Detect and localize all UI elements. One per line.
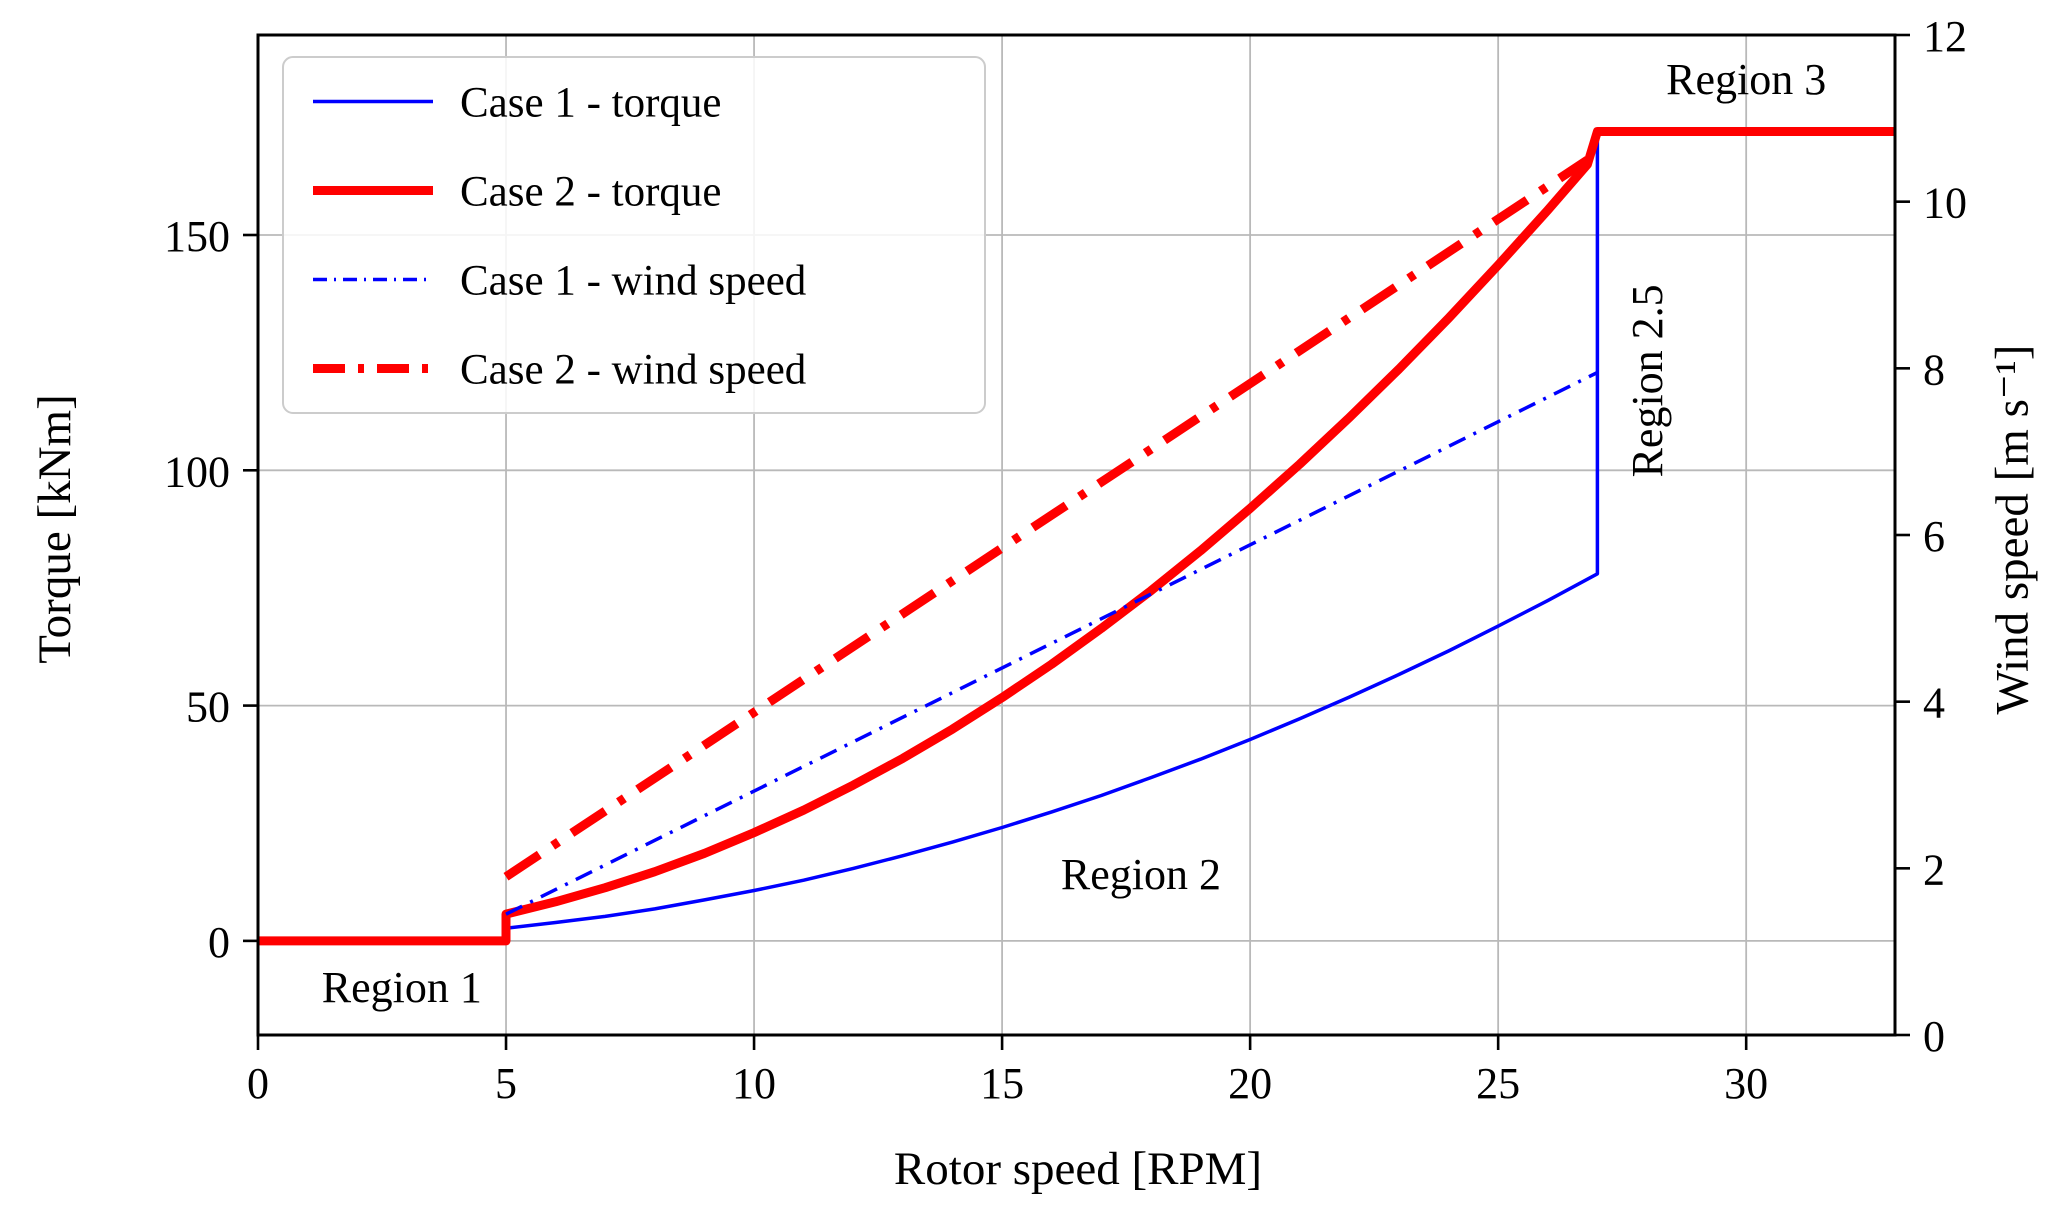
series-line-3 (505, 370, 1599, 916)
legend-label-4: Case 2 - wind speed (460, 347, 806, 394)
series-line-2 (258, 127, 1895, 946)
legend-label-1: Case 1 - torque (460, 80, 722, 127)
y-left-tick-label: 100 (164, 447, 230, 496)
legend-label-3: Case 1 - wind speed (460, 258, 806, 305)
annotation-region-3: Region 3 (1666, 55, 1826, 104)
annotation-region-1: Region 1 (322, 963, 482, 1012)
annotation-region-2-5: Region 2.5 (1623, 284, 1672, 477)
x-tick-label: 0 (247, 1059, 269, 1108)
y-right-tick-label: 6 (1923, 512, 1945, 561)
x-tick-label: 15 (980, 1059, 1024, 1108)
x-tick-label: 25 (1476, 1059, 1520, 1108)
y-right-tick-label: 0 (1923, 1012, 1945, 1061)
x-tick-label: 20 (1228, 1059, 1272, 1108)
y-left-tick-label: 0 (208, 918, 230, 967)
y-right-tick-label: 2 (1923, 845, 1945, 894)
y-right-tick-label: 10 (1923, 179, 1967, 228)
y-right-tick-label: 8 (1923, 345, 1945, 394)
annotation-region-2: Region 2 (1061, 850, 1221, 899)
y-axis-title-left: Torque [kNm] (29, 394, 81, 664)
series-line-1 (258, 129, 1895, 943)
x-tick-label: 5 (495, 1059, 517, 1108)
legend-label-2: Case 2 - torque (460, 169, 722, 216)
x-axis-title: Rotor speed [RPM] (893, 1143, 1263, 1195)
y-right-tick-label: 12 (1923, 12, 1967, 61)
y-right-tick-label: 4 (1923, 679, 1945, 728)
y-axis-title-right: Wind speed [m s⁻¹] (1986, 344, 2039, 715)
legend-box (282, 56, 986, 414)
y-left-tick-label: 50 (186, 683, 230, 732)
y-left-tick-label: 150 (164, 212, 230, 261)
x-tick-label: 30 (1724, 1059, 1768, 1108)
x-tick-label: 10 (732, 1059, 776, 1108)
series-line-4 (503, 156, 1590, 881)
